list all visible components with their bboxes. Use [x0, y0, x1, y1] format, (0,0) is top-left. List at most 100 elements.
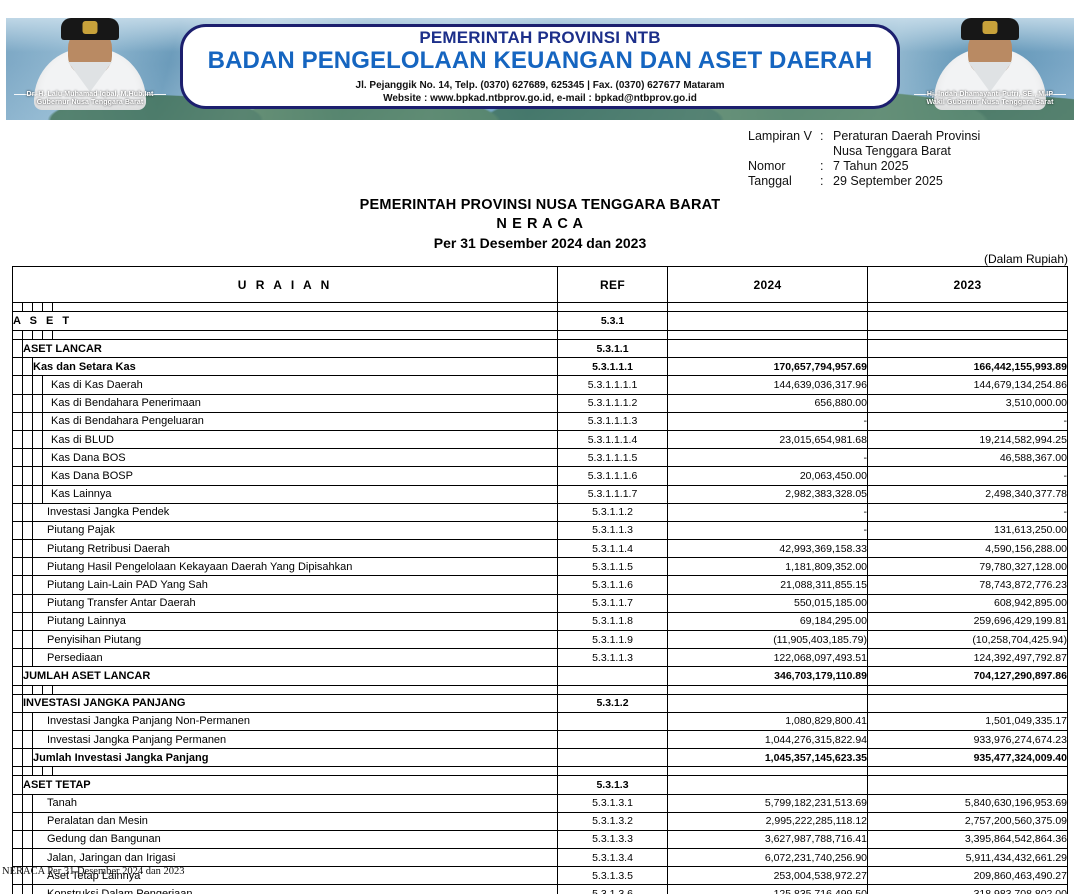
- row-value-2024: -: [667, 411, 868, 431]
- table-spacer-row: [12, 684, 1068, 695]
- indent-cell: [12, 848, 23, 868]
- indent-cell: [12, 338, 23, 359]
- table-row: Piutang Transfer Antar Daerah 5.3.1.1.7 55…: [12, 593, 1068, 613]
- table-row: Jalan, Jaringan dan Irigasi 5.3.1.3.4 6,07…: [12, 848, 1068, 868]
- table-row: ASET LANCAR 5.3.1.1: [12, 338, 1068, 359]
- row-value-2023: 4,590,156,288.00: [867, 539, 1068, 559]
- row-value-2024: 656,880.00: [667, 393, 868, 413]
- indent-cell: [12, 393, 23, 413]
- spacer-cell: [52, 330, 558, 340]
- spacer-cell: [557, 766, 668, 777]
- table-row: Piutang Retribusi Daerah 5.3.1.1.4 42,993,…: [12, 539, 1068, 559]
- letterhead-line-2: BADAN PENGELOLAAN KEUANGAN DAN ASET DAER…: [207, 46, 873, 74]
- row-value-2024: 125,835,716,499.50: [667, 884, 868, 894]
- spacer-cell: [667, 684, 868, 695]
- row-value-2024: [667, 311, 868, 331]
- vice-governor-hat-icon: [961, 18, 1019, 40]
- indent-cell: [12, 330, 23, 340]
- row-value-2023: 209,860,463,490.27: [867, 866, 1068, 886]
- row-value-2023: 3,510,000.00: [867, 393, 1068, 413]
- row-ref-code: 5.3.1.1.1.1: [557, 375, 668, 395]
- row-value-2024: -: [667, 520, 868, 541]
- indent-cell: [12, 829, 23, 850]
- row-ref-code: 5.3.1.1.3: [557, 520, 668, 541]
- row-ref-code: [557, 748, 668, 768]
- row-value-2023: (10,258,704,425.94): [867, 629, 1068, 650]
- indent-cell: [22, 539, 33, 559]
- row-value-2023: 19,214,582,994.25: [867, 429, 1068, 450]
- row-description: Kas di Bendahara Penerimaan: [42, 393, 558, 413]
- indent-cell: [32, 330, 43, 340]
- letterhead-plate: PEMERINTAH PROVINSI NTB BADAN PENGELOLAA…: [180, 24, 900, 109]
- row-ref-code: 5.3.1.1.4: [557, 539, 668, 559]
- row-description: Kas di Bendahara Pengeluaran: [42, 411, 558, 431]
- indent-cell: [12, 484, 23, 504]
- indent-cell: [22, 466, 33, 486]
- document-title-block: PEMERINTAH PROVINSI NUSA TENGGARA BARAT …: [0, 196, 1080, 253]
- table-spacer-row: [12, 302, 1068, 312]
- row-value-2023: 704,127,290,897.86: [867, 666, 1068, 686]
- row-ref-code: 5.3.1.3.3: [557, 829, 668, 850]
- governor-title: Gubernur Nusa Tenggara Barat: [36, 99, 144, 107]
- governor-name: Dr. H. Lalu Muhamad Iqbal, M.Hub.Int: [26, 90, 154, 98]
- row-description: INVESTASI JANGKA PANJANG: [22, 693, 558, 713]
- indent-cell: [42, 766, 53, 777]
- report-period: Per 31 Desember 2024 dan 2023: [433, 235, 647, 251]
- indent-cell: [12, 302, 23, 312]
- row-ref-code: 5.3.1.1.1.7: [557, 484, 668, 504]
- indent-cell: [12, 575, 23, 595]
- governor-hat-icon: [61, 18, 119, 40]
- indent-cell: [22, 848, 33, 868]
- indent-cell: [22, 502, 33, 522]
- indent-cell: [12, 466, 23, 486]
- row-ref-code: [557, 666, 668, 686]
- indent-cell: [12, 775, 23, 795]
- indent-cell: [22, 448, 33, 468]
- indent-cell: [12, 648, 23, 668]
- row-description: JUMLAH ASET LANCAR: [22, 666, 558, 686]
- balance-sheet-table: U R A I A N REF 2024 2023 A S E T 5.3.1 AS…: [12, 266, 1068, 894]
- indent-cell: [22, 829, 33, 850]
- indent-cell: [42, 302, 53, 312]
- tanggal-value: 29 September 2025: [833, 174, 943, 188]
- indent-cell: [12, 611, 23, 632]
- table-row: Piutang Lainnya 5.3.1.1.8 69,184,295.00 259…: [12, 611, 1068, 632]
- letterhead-line-1: PEMERINTAH PROVINSI NTB: [419, 28, 661, 48]
- row-ref-code: 5.3.1.1.1.5: [557, 448, 668, 468]
- row-value-2023: 259,696,429,199.81: [867, 611, 1068, 632]
- row-value-2023: [867, 693, 1068, 713]
- page-title: PEMERINTAH PROVINSI NUSA TENGGARA BARAT: [359, 197, 721, 213]
- row-value-2023: 935,477,324,009.40: [867, 748, 1068, 768]
- row-description: Kas dan Setara Kas: [32, 357, 558, 377]
- row-value-2023: 131,613,250.00: [867, 520, 1068, 541]
- letterhead-address: Jl. Pejanggik No. 14, Telp. (0370) 62768…: [355, 79, 725, 91]
- table-row: Tanah 5.3.1.3.1 5,799,182,231,513.69 5,840,…: [12, 793, 1068, 813]
- indent-cell: [12, 711, 23, 731]
- spacer-cell: [557, 302, 668, 312]
- spacer-cell: [867, 684, 1068, 695]
- row-value-2023: -: [867, 411, 1068, 431]
- lampiran-label: Lampiran V: [748, 129, 812, 143]
- indent-cell: [32, 429, 43, 450]
- vice-governor-portrait: Hj. Indah Dhamayanti Putri, SE., M.IP Wa…: [906, 18, 1074, 120]
- table-row: A S E T 5.3.1: [12, 311, 1068, 331]
- indent-cell: [12, 684, 23, 695]
- row-value-2024: 6,072,231,740,256.90: [667, 848, 868, 868]
- lampiran-block: Lampiran V : Peraturan Daerah Provinsi N…: [748, 129, 1078, 189]
- row-value-2024: 346,703,179,110.89: [667, 666, 868, 686]
- indent-cell: [32, 484, 43, 504]
- indent-cell: [22, 557, 33, 577]
- table-header-row: U R A I A N REF 2024 2023: [12, 266, 1068, 303]
- row-ref-code: 5.3.1.3.4: [557, 848, 668, 868]
- indent-cell: [12, 429, 23, 450]
- row-value-2023: [867, 311, 1068, 331]
- indent-cell: [12, 629, 23, 650]
- row-ref-code: 5.3.1: [557, 311, 668, 331]
- row-value-2023: -: [867, 466, 1068, 486]
- row-value-2024: 550,015,185.00: [667, 593, 868, 613]
- row-value-2024: -: [667, 448, 868, 468]
- row-value-2023: 78,743,872,776.23: [867, 575, 1068, 595]
- row-value-2024: [667, 338, 868, 359]
- indent-cell: [12, 766, 23, 777]
- table-row: Kas Lainnya 5.3.1.1.1.7 2,982,383,328.05 2,…: [12, 484, 1068, 504]
